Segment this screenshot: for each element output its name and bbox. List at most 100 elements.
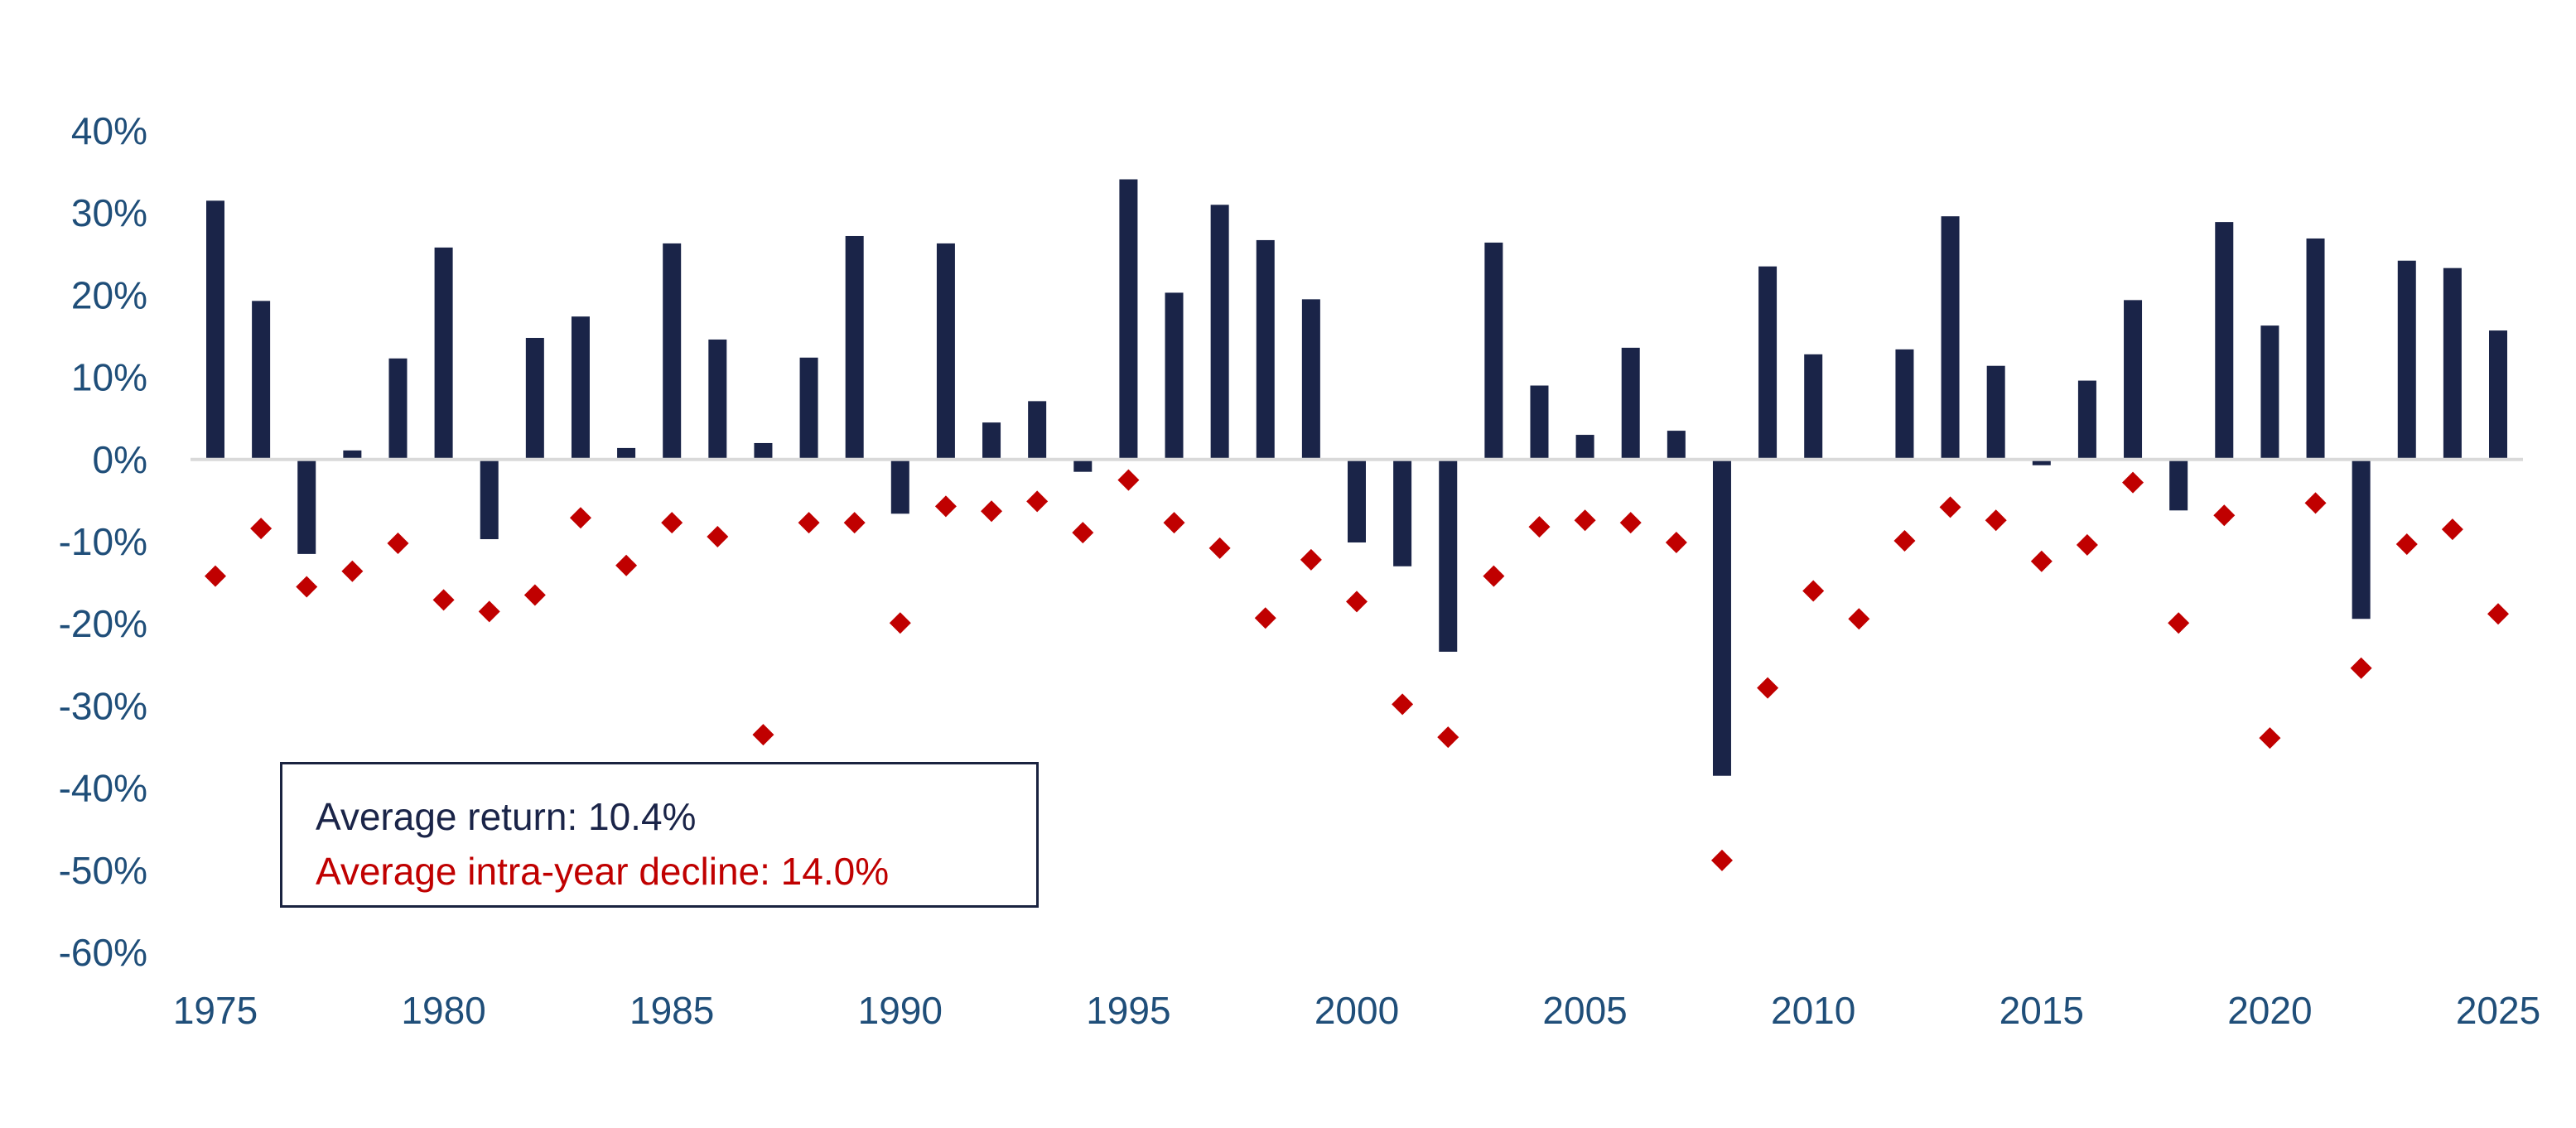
bar-2006 <box>1621 347 1640 460</box>
x-tick-label: 2020 <box>2227 989 2312 1032</box>
decline-point-2008 <box>1710 849 1733 871</box>
decline-point-1981 <box>478 600 500 623</box>
y-tick-label: 10% <box>71 356 147 399</box>
decline-point-2005 <box>1574 509 1596 532</box>
x-tick-label: 2000 <box>1315 989 1399 1032</box>
bar-2005 <box>1575 435 1594 460</box>
y-tick-label: 0% <box>93 438 147 481</box>
bar-1997 <box>1210 205 1229 460</box>
decline-point-1990 <box>889 612 911 634</box>
x-tick-label: 1990 <box>858 989 943 1032</box>
bar-1980 <box>434 247 453 460</box>
decline-point-1989 <box>843 512 866 534</box>
x-tick-label: 2005 <box>1542 989 1627 1032</box>
x-axis-tick-labels: 1975 1980 1985 1990 1995 2000 2005 2010 2015 2020… <box>173 989 2540 1032</box>
bar-1983 <box>571 316 590 460</box>
decline-point-2006 <box>1619 512 1642 534</box>
bar-1991 <box>936 243 955 460</box>
decline-point-2020 <box>2259 727 2281 750</box>
decline-point-2001 <box>1392 693 1414 716</box>
legend-average-return: Average return: 10.4% <box>316 795 697 838</box>
bar-2004 <box>1530 385 1549 460</box>
bar-2019 <box>2215 222 2234 460</box>
bar-1979 <box>388 358 408 460</box>
x-tick-label: 1995 <box>1086 989 1170 1032</box>
bar-1978 <box>343 450 362 460</box>
y-tick-label: 40% <box>71 109 147 152</box>
bar-1998 <box>1256 239 1275 460</box>
y-axis-tick-labels: 40% 30% 20% 10% 0% -10% -20% -30% -40% -50% -60% <box>59 109 147 974</box>
bar-2023 <box>2397 260 2416 460</box>
y-tick-label: -30% <box>59 684 147 727</box>
bar-2007 <box>1667 431 1686 460</box>
bar-2015 <box>2032 459 2051 465</box>
bar-1992 <box>982 422 1001 460</box>
decline-point-2007 <box>1665 531 1687 553</box>
decline-point-2016 <box>2076 533 2098 556</box>
bar-2000 <box>1348 459 1366 542</box>
decline-point-2009 <box>1757 677 1779 699</box>
decline-point-1992 <box>981 500 1003 523</box>
decline-point-2022 <box>2350 657 2372 679</box>
bar-2024 <box>2443 268 2462 460</box>
decline-point-1978 <box>341 560 364 582</box>
bar-2016 <box>2077 380 2096 460</box>
legend-average-intra-year-decline: Average intra-year decline: 14.0% <box>316 850 890 893</box>
decline-point-2019 <box>2213 504 2236 527</box>
bar-1977 <box>297 459 316 554</box>
bar-2022 <box>2352 459 2371 619</box>
x-tick-label: 1985 <box>630 989 714 1032</box>
bar-2010 <box>1804 354 1823 460</box>
decline-point-2015 <box>2030 550 2053 572</box>
bar-2008 <box>1712 459 1731 776</box>
bar-1987 <box>754 442 773 460</box>
bar-1988 <box>799 357 818 460</box>
decline-point-1985 <box>661 512 683 534</box>
decline-point-2025 <box>2487 603 2509 625</box>
bar-1981 <box>480 459 499 540</box>
bar-1986 <box>708 339 727 460</box>
decline-point-1988 <box>798 512 820 534</box>
decline-point-2003 <box>1483 565 1505 587</box>
bar-2002 <box>1439 459 1458 652</box>
bar-1989 <box>845 235 864 460</box>
decline-point-2024 <box>2441 518 2463 541</box>
decline-point-1987 <box>752 724 774 746</box>
x-tick-label: 1975 <box>173 989 258 1032</box>
decline-point-1998 <box>1254 607 1276 629</box>
decline-point-2021 <box>2304 492 2327 514</box>
decline-point-1979 <box>387 532 409 554</box>
bar-2021 <box>2306 238 2325 460</box>
decline-point-1993 <box>1026 490 1049 513</box>
bar-2018 <box>2169 459 2188 511</box>
bar-2013 <box>1941 216 1960 460</box>
bar-2001 <box>1393 459 1412 566</box>
bar-1985 <box>663 243 682 460</box>
x-tick-label: 2025 <box>2456 989 2540 1032</box>
decline-point-1977 <box>296 576 318 598</box>
decline-point-1995 <box>1117 469 1140 491</box>
decline-point-1984 <box>615 554 638 576</box>
bar-1994 <box>1073 459 1093 472</box>
bar-2017 <box>2124 300 2143 460</box>
x-tick-label: 2015 <box>2000 989 2084 1032</box>
y-tick-label: -60% <box>59 931 147 974</box>
decline-point-1997 <box>1208 537 1231 559</box>
decline-point-1976 <box>250 518 273 540</box>
bar-1995 <box>1119 179 1138 460</box>
bar-1996 <box>1165 292 1184 460</box>
decline-point-2018 <box>2168 612 2190 634</box>
decline-point-2014 <box>1985 509 2007 532</box>
decline-point-2002 <box>1437 726 1459 749</box>
y-tick-label: 30% <box>71 191 147 234</box>
bar-2012 <box>1895 349 1914 460</box>
decline-point-2017 <box>2122 471 2144 494</box>
decline-point-2004 <box>1528 516 1551 538</box>
y-tick-label: -40% <box>59 767 147 810</box>
bar-1975 <box>206 200 224 460</box>
bar-1999 <box>1301 299 1320 460</box>
bar-1982 <box>525 337 544 460</box>
bar-2009 <box>1758 266 1778 460</box>
bar-1990 <box>890 459 909 514</box>
